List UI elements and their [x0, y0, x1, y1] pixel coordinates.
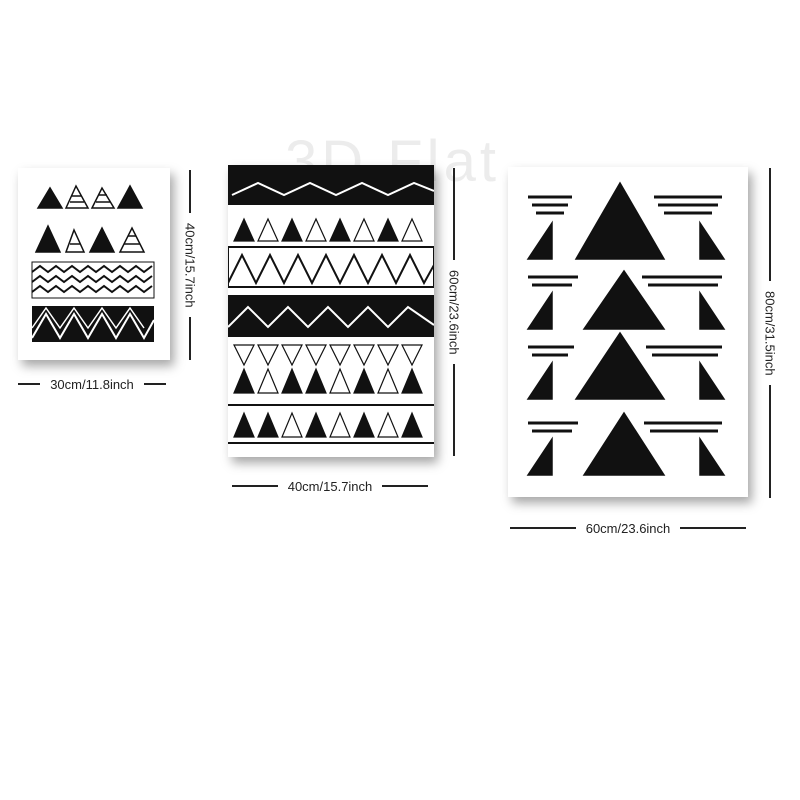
poster-small-height-label: 40cm/15.7inch	[183, 223, 198, 308]
poster-large-width-label: 60cm/23.6inch	[586, 521, 671, 536]
poster-small-artwork	[18, 168, 170, 360]
poster-medium-width-dimension: 40cm/15.7inch	[232, 478, 428, 494]
poster-medium	[228, 165, 434, 457]
poster-medium-height-label: 60cm/23.6inch	[447, 270, 462, 355]
poster-large	[508, 167, 748, 497]
poster-medium-height-dimension: 60cm/23.6inch	[444, 168, 464, 456]
poster-large-width-dimension: 60cm/23.6inch	[510, 520, 746, 536]
poster-medium-width-label: 40cm/15.7inch	[288, 479, 373, 494]
poster-small-width-label: 30cm/11.8inch	[50, 377, 134, 392]
poster-large-height-dimension: 80cm/31.5inch	[760, 168, 780, 498]
poster-medium-artwork	[228, 165, 434, 457]
poster-large-artwork	[508, 167, 748, 497]
poster-large-height-label: 80cm/31.5inch	[763, 291, 778, 376]
poster-small-width-dimension: 30cm/11.8inch	[18, 376, 166, 392]
poster-small	[18, 168, 170, 360]
poster-small-height-dimension: 40cm/15.7inch	[180, 170, 200, 360]
